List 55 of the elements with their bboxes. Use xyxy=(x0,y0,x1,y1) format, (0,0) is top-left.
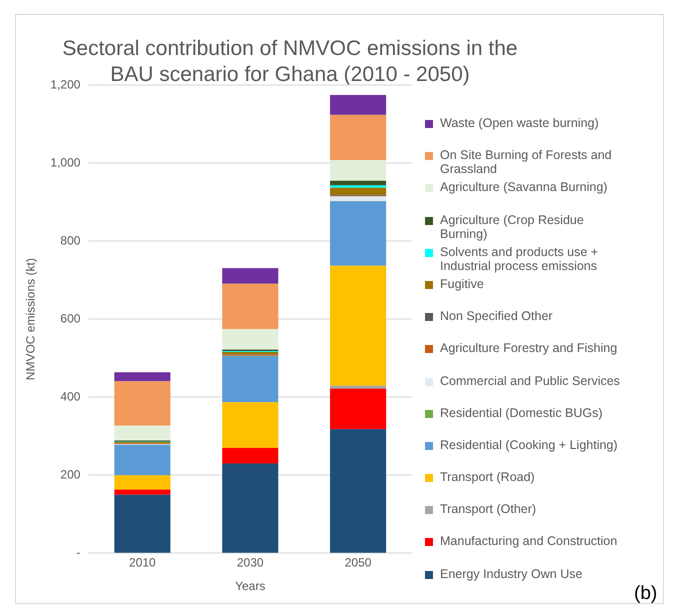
x-tick-label: 2030 xyxy=(236,556,264,570)
y-tick-label: 800 xyxy=(60,234,81,248)
bar xyxy=(222,352,278,354)
bar xyxy=(222,464,278,553)
legend-label: Energy Industry Own Use xyxy=(440,566,582,581)
bar xyxy=(222,268,278,284)
bar xyxy=(222,328,278,350)
text: (b) xyxy=(634,583,658,605)
legend-label: Residential (Domestic BUGs) xyxy=(440,406,603,420)
bar xyxy=(222,356,278,402)
legend-label: Manufacturing and Construction xyxy=(440,534,618,548)
bar xyxy=(114,426,170,440)
bar xyxy=(114,494,170,553)
legend-label: Waste (Open waste burning) xyxy=(440,116,599,130)
bar xyxy=(330,266,386,386)
bar xyxy=(114,372,170,382)
bar xyxy=(222,402,278,448)
bar xyxy=(330,94,386,115)
bar xyxy=(330,185,386,188)
bar xyxy=(330,188,386,195)
legend-label: Agriculture (Crop Residue Burning) xyxy=(440,212,584,241)
y-tick-label: 1,000 xyxy=(50,156,81,170)
x-axis-title: Years xyxy=(235,579,266,594)
legend-label: Agriculture Forestry and Fishing xyxy=(440,341,618,356)
y-tick-label: 400 xyxy=(60,390,81,404)
bar xyxy=(330,196,386,202)
bar xyxy=(222,448,278,464)
x-tick-label: 2010 xyxy=(129,556,156,570)
legend-label: On Site Burning of Forests and Grassland xyxy=(440,148,612,176)
bar xyxy=(330,429,386,553)
y-tick-label: 1,200 xyxy=(50,78,81,92)
bar xyxy=(330,180,386,186)
bar xyxy=(330,201,386,266)
legend-label: Agriculture (Savanna Burning) xyxy=(440,180,608,194)
y-axis-title: NMVOC emissions (kt) xyxy=(24,258,38,380)
legend-label: Transport (Road) xyxy=(440,470,535,484)
bar xyxy=(330,160,386,181)
bar xyxy=(330,114,386,160)
y-tick-label: 600 xyxy=(60,312,81,326)
legend-label: Transport (Other) xyxy=(440,502,536,516)
bar xyxy=(222,284,278,329)
bar xyxy=(114,475,170,490)
bar xyxy=(114,490,170,495)
y-tick-label: 200 xyxy=(60,468,81,482)
legend-label: Residential (Cooking + Lighting) xyxy=(440,438,618,452)
y-tick-label: - xyxy=(76,546,80,560)
bar xyxy=(114,444,170,476)
bar xyxy=(330,386,386,389)
bar xyxy=(330,388,386,430)
bar xyxy=(114,381,170,426)
legend-label: Commercial and Public Services xyxy=(440,374,620,388)
legend-label: Solvents and products use + Industrial process emissions xyxy=(440,244,598,273)
legend-label: Non Specified Other xyxy=(440,309,553,324)
legend-label: Fugitive xyxy=(440,276,484,291)
x-tick-label: 2050 xyxy=(344,556,372,570)
